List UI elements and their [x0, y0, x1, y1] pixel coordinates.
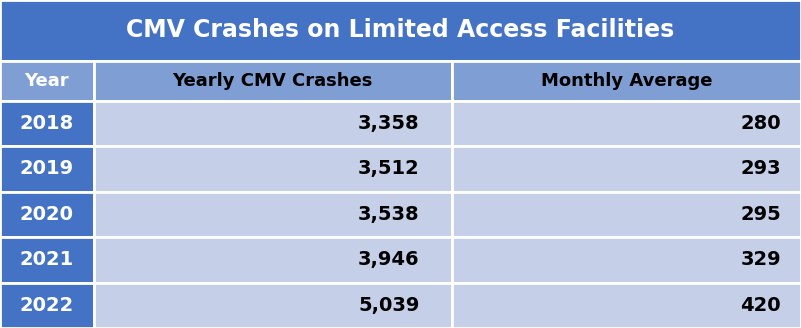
- Text: 280: 280: [740, 114, 781, 133]
- Bar: [452, 101, 801, 146]
- Text: Year: Year: [25, 72, 69, 90]
- Bar: [0, 61, 94, 101]
- Bar: [94, 192, 452, 237]
- Text: CMV Crashes on Limited Access Facilities: CMV Crashes on Limited Access Facilities: [127, 18, 674, 42]
- Text: 3,512: 3,512: [358, 159, 420, 178]
- Bar: [94, 237, 452, 282]
- Text: 295: 295: [740, 205, 781, 224]
- Text: 329: 329: [740, 250, 781, 269]
- Text: 3,538: 3,538: [358, 205, 420, 224]
- Bar: [0, 101, 94, 146]
- Text: 3,358: 3,358: [358, 114, 420, 133]
- Bar: [0, 192, 94, 237]
- Text: 293: 293: [740, 159, 781, 178]
- Bar: [0, 237, 94, 282]
- Bar: [452, 282, 801, 328]
- Bar: [452, 237, 801, 282]
- Bar: [94, 282, 452, 328]
- Bar: [94, 61, 452, 101]
- Text: 2020: 2020: [20, 205, 74, 224]
- Text: 2018: 2018: [20, 114, 74, 133]
- Bar: [0, 146, 94, 192]
- Bar: [0, 0, 801, 61]
- Bar: [452, 192, 801, 237]
- Text: 420: 420: [740, 296, 781, 315]
- Text: 3,946: 3,946: [358, 250, 420, 269]
- Text: 5,039: 5,039: [358, 296, 420, 315]
- Bar: [94, 101, 452, 146]
- Bar: [0, 282, 94, 328]
- Bar: [452, 61, 801, 101]
- Text: 2022: 2022: [20, 296, 74, 315]
- Bar: [94, 146, 452, 192]
- Text: 2019: 2019: [20, 159, 74, 178]
- Text: Yearly CMV Crashes: Yearly CMV Crashes: [172, 72, 373, 90]
- Text: Monthly Average: Monthly Average: [541, 72, 712, 90]
- Text: 2021: 2021: [20, 250, 74, 269]
- Bar: [452, 146, 801, 192]
